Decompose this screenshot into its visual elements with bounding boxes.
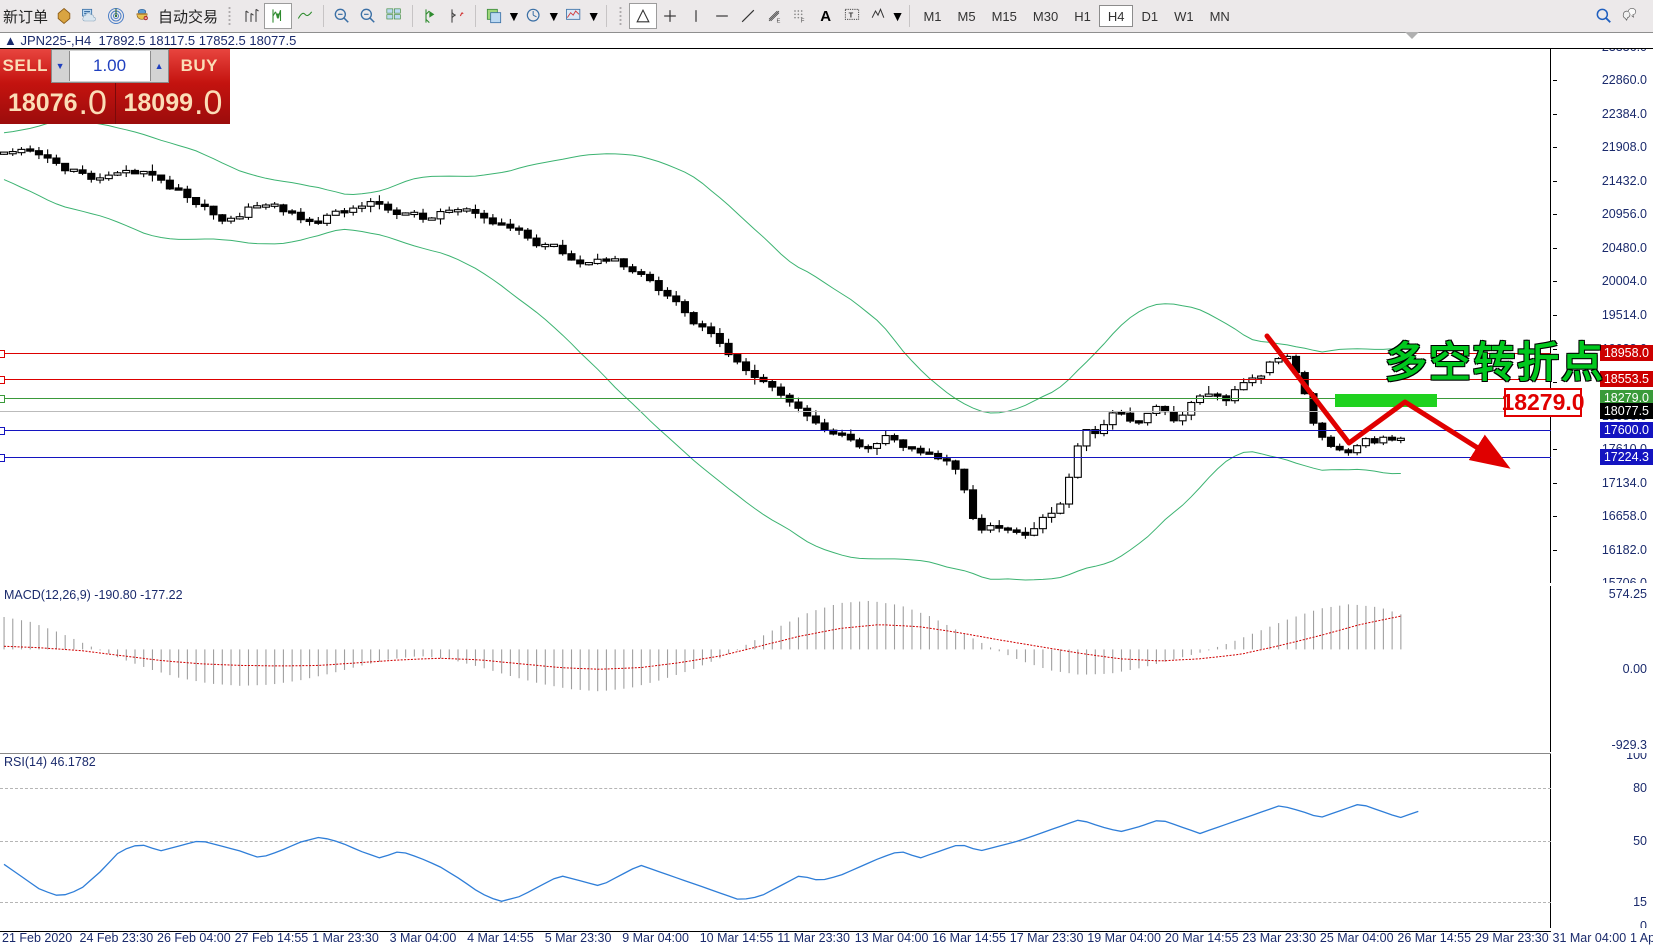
svg-text:T: T <box>848 11 853 20</box>
svg-text:F: F <box>800 19 804 25</box>
svg-text:E: E <box>776 19 780 25</box>
